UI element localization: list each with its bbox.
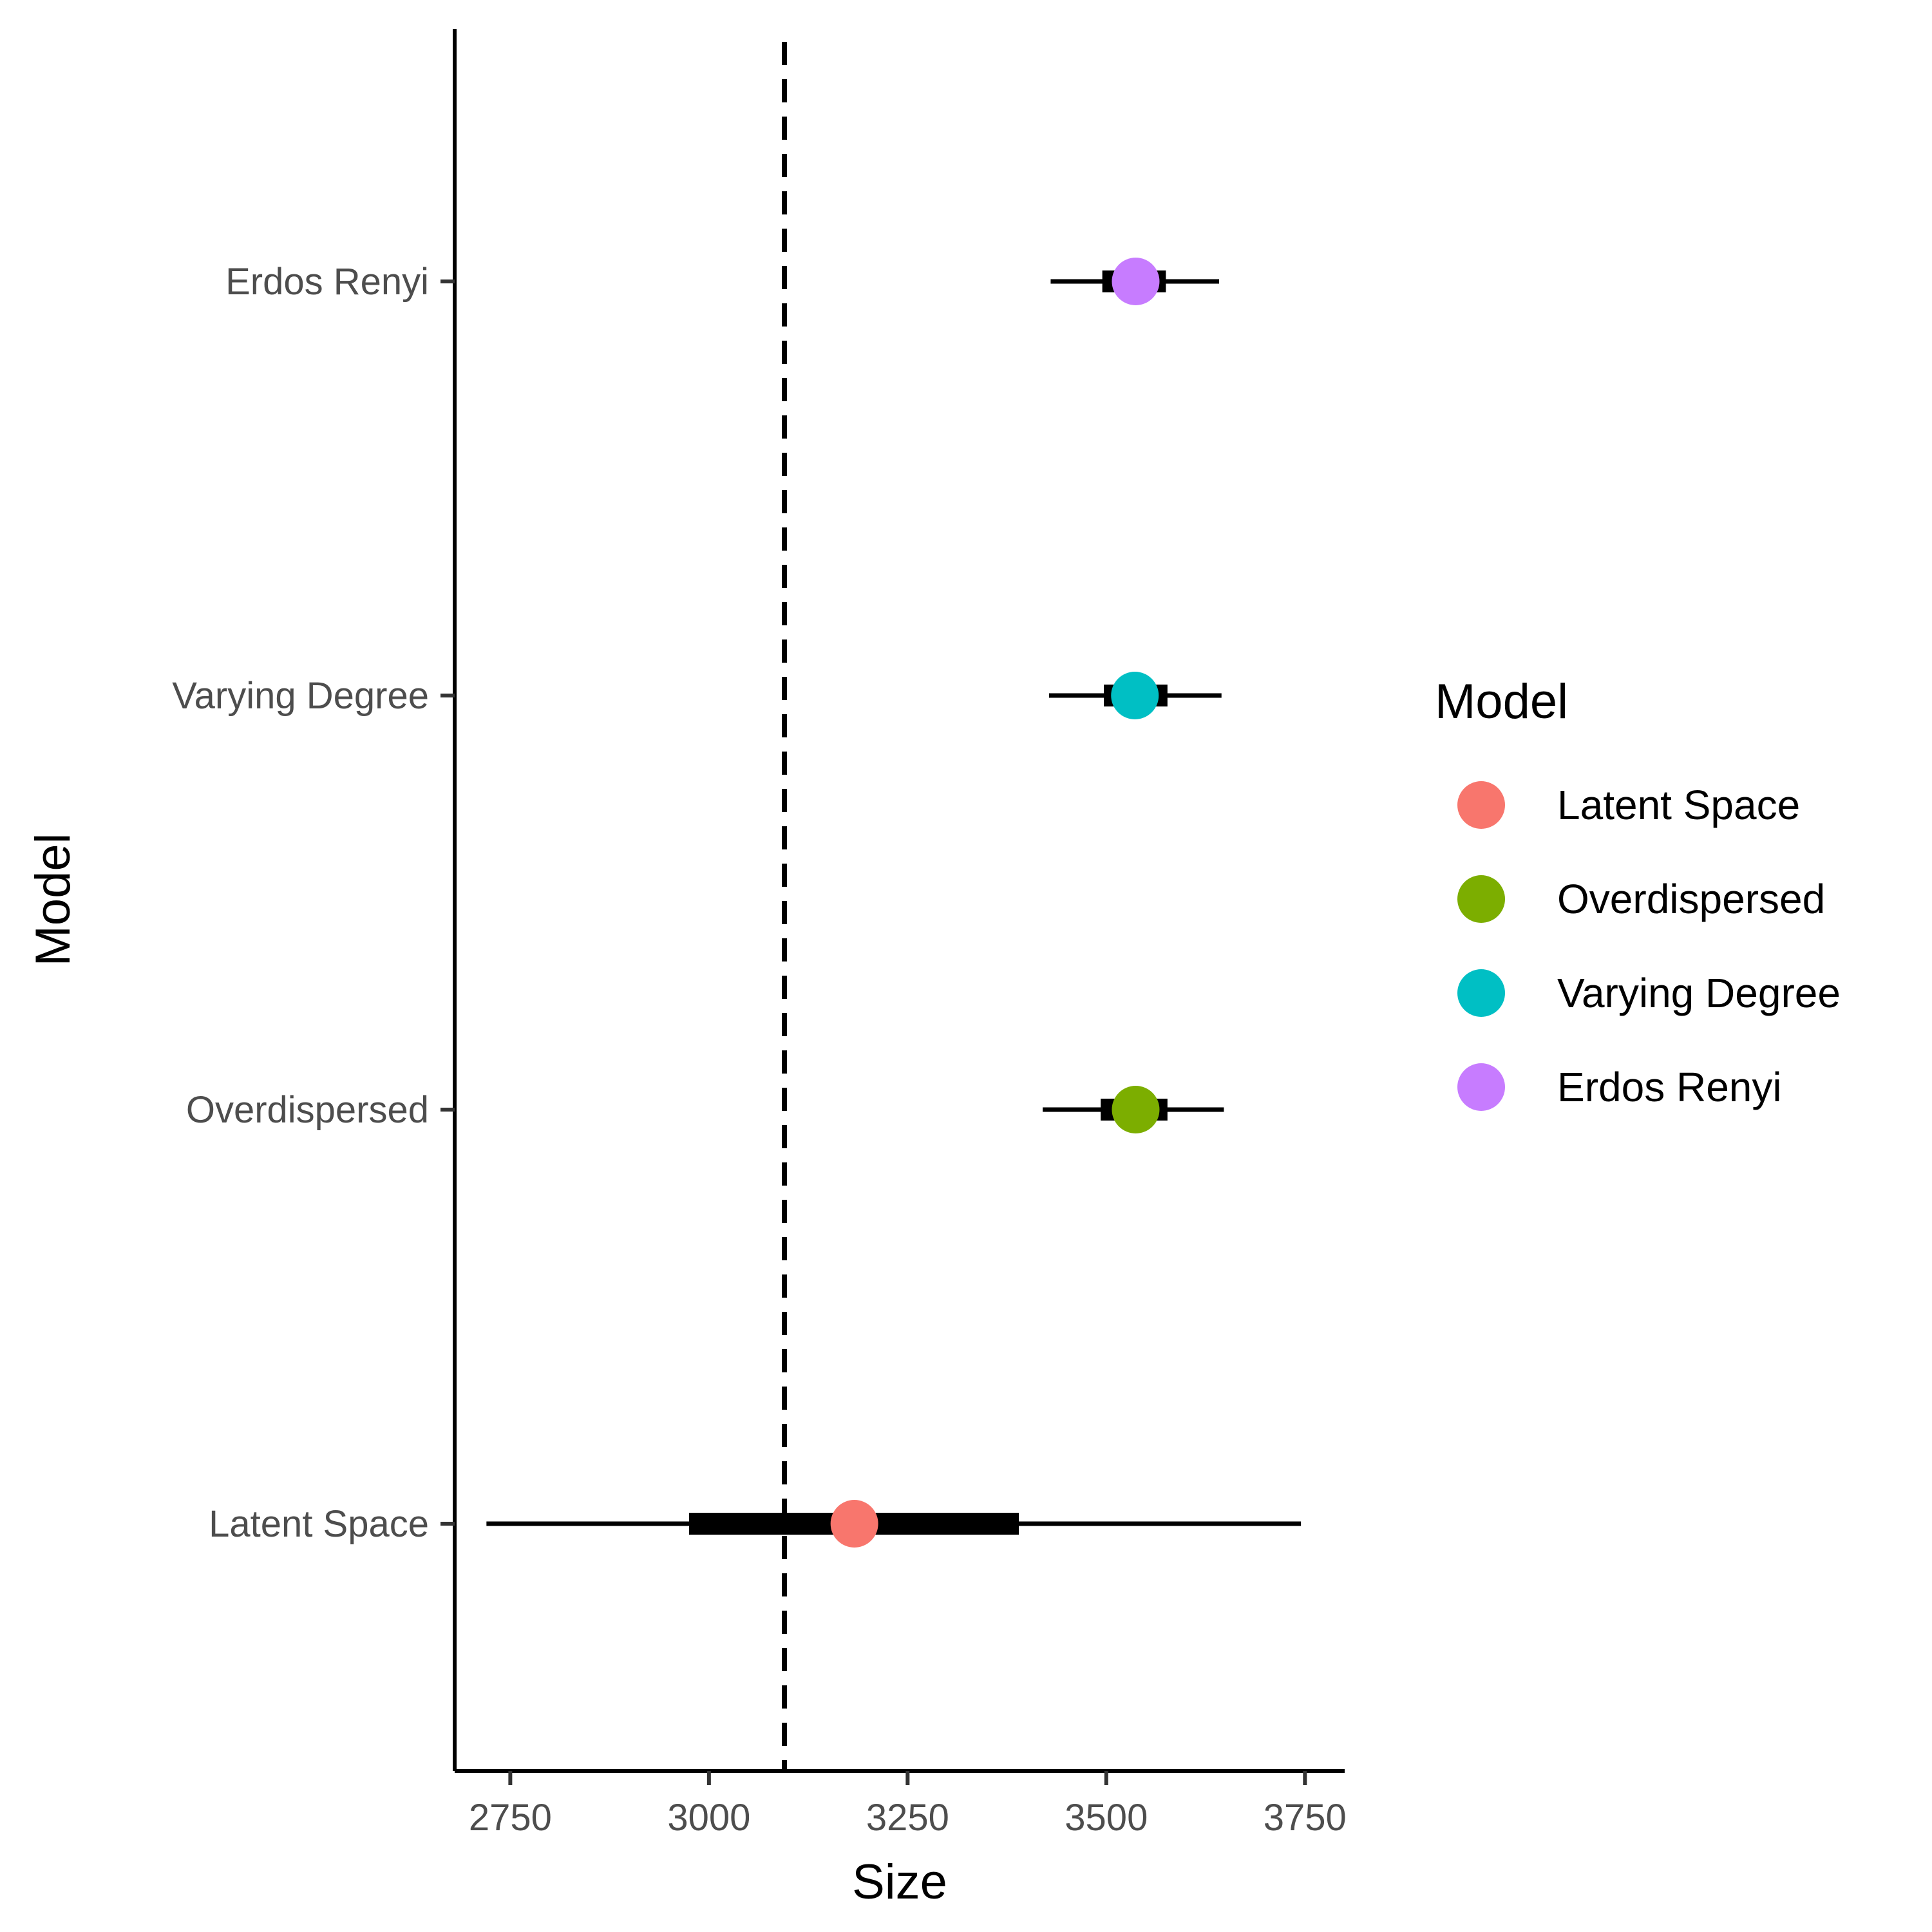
legend-key xyxy=(1457,969,1505,1017)
plot-panel xyxy=(486,42,1302,1771)
x-tick-label: 3250 xyxy=(866,1797,949,1839)
x-tick-label: 2750 xyxy=(469,1797,552,1839)
legend-key xyxy=(1457,875,1505,923)
y-tick-label: Overdispersed xyxy=(186,1089,429,1131)
y-axis-ticks: Latent Space Overdispersed Varying Degree E… xyxy=(172,261,455,1545)
estimate-point xyxy=(1111,672,1159,719)
estimate-point xyxy=(830,1500,878,1548)
x-axis-ticks: 2750 3000 3250 3500 3750 xyxy=(469,1771,1347,1839)
legend-key xyxy=(1457,1063,1505,1111)
legend-title: Model xyxy=(1435,674,1568,729)
legend-label: Overdispersed xyxy=(1557,876,1825,922)
legend-key xyxy=(1457,781,1505,829)
y-tick-label: Erdos Renyi xyxy=(225,261,429,303)
estimate-point xyxy=(1112,1086,1160,1133)
x-tick-label: 3000 xyxy=(667,1797,750,1839)
estimate-point xyxy=(1112,258,1160,305)
x-tick-label: 3750 xyxy=(1264,1797,1347,1839)
legend-label: Erdos Renyi xyxy=(1557,1064,1782,1110)
legend-entries: Latent Space Overdispersed Varying Degree E… xyxy=(1457,781,1841,1111)
legend: Model Latent Space Overdispersed Varying D… xyxy=(1435,674,1841,1111)
x-axis-title: Size xyxy=(852,1855,947,1909)
y-tick-label: Varying Degree xyxy=(172,675,429,717)
y-axis-title: Model xyxy=(26,833,80,967)
y-tick-label: Latent Space xyxy=(209,1503,429,1545)
legend-label: Varying Degree xyxy=(1557,970,1841,1016)
legend-label: Latent Space xyxy=(1557,782,1800,828)
interval-marks xyxy=(486,258,1302,1548)
x-tick-label: 3500 xyxy=(1065,1797,1148,1839)
